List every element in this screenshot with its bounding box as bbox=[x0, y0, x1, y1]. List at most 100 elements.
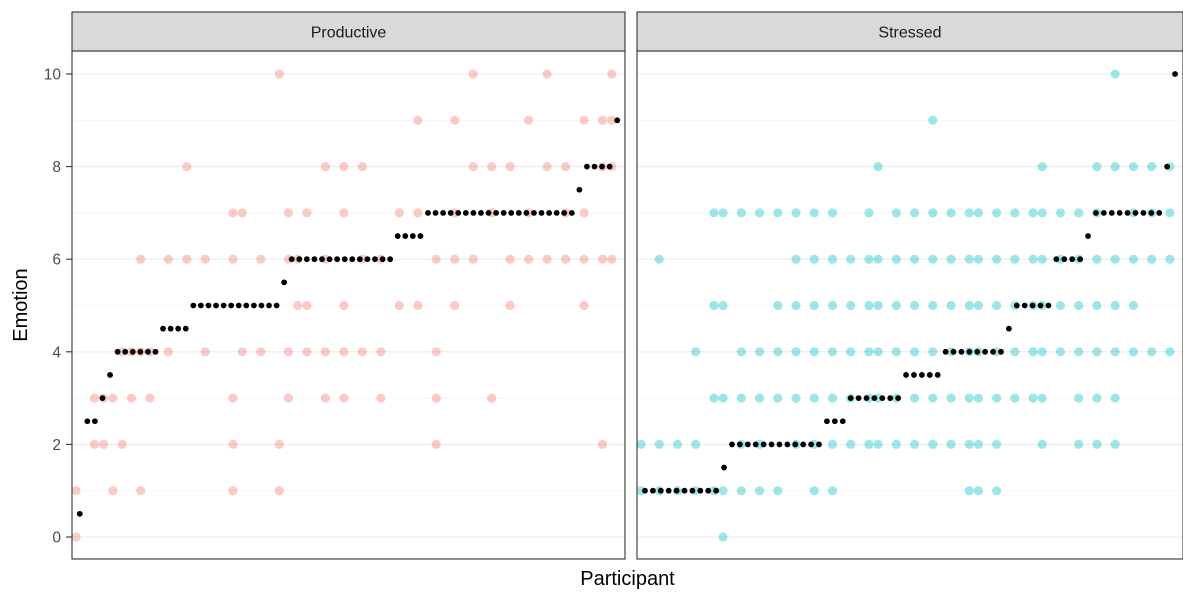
median-point bbox=[1085, 233, 1091, 239]
response-point bbox=[992, 208, 1002, 218]
facet-strip-label: Productive bbox=[311, 25, 387, 42]
response-point bbox=[992, 439, 1002, 449]
median-point bbox=[515, 210, 522, 216]
median-point bbox=[266, 302, 272, 309]
median-point bbox=[713, 487, 720, 494]
response-point bbox=[964, 254, 974, 264]
facet-strip bbox=[636, 11, 1183, 52]
response-point bbox=[946, 439, 956, 449]
response-point bbox=[1010, 254, 1020, 264]
median-point bbox=[824, 418, 830, 425]
response-point bbox=[1128, 162, 1139, 172]
response-point bbox=[256, 254, 266, 264]
median-point bbox=[1093, 210, 1099, 216]
response-point bbox=[256, 347, 266, 357]
response-point bbox=[773, 300, 783, 311]
response-point bbox=[376, 393, 386, 403]
median-point bbox=[92, 418, 98, 425]
response-point bbox=[736, 208, 746, 218]
facet-strip-label: Stressed bbox=[878, 25, 941, 42]
response-point bbox=[524, 115, 534, 125]
median-point bbox=[462, 210, 469, 216]
response-point bbox=[909, 347, 920, 357]
median-point bbox=[847, 395, 854, 401]
median-point bbox=[705, 487, 712, 494]
response-point bbox=[1028, 208, 1038, 218]
y-tick-label: 10 bbox=[44, 67, 62, 84]
response-point bbox=[846, 254, 856, 264]
median-point bbox=[334, 256, 341, 263]
response-point bbox=[228, 254, 238, 264]
response-point bbox=[228, 393, 238, 403]
response-point bbox=[891, 439, 901, 449]
response-point bbox=[274, 486, 284, 496]
response-point bbox=[579, 208, 589, 218]
response-point bbox=[718, 486, 728, 496]
y-tick-label: 6 bbox=[52, 252, 61, 269]
response-point bbox=[579, 254, 589, 264]
response-point bbox=[928, 347, 938, 357]
response-point bbox=[946, 254, 956, 264]
median-point bbox=[402, 233, 409, 239]
response-point bbox=[873, 439, 883, 449]
median-point bbox=[1077, 256, 1084, 263]
response-point bbox=[891, 208, 901, 218]
response-point bbox=[597, 439, 608, 449]
response-point bbox=[1110, 162, 1120, 172]
median-point bbox=[129, 348, 136, 355]
response-point bbox=[560, 254, 571, 264]
response-point bbox=[754, 208, 765, 218]
median-point bbox=[831, 418, 838, 425]
response-point bbox=[542, 69, 552, 79]
median-point bbox=[99, 395, 106, 401]
median-point bbox=[349, 256, 356, 263]
median-point bbox=[744, 441, 751, 448]
response-point bbox=[873, 254, 883, 264]
response-point bbox=[1110, 347, 1120, 357]
response-point bbox=[809, 208, 819, 218]
response-point bbox=[1110, 300, 1120, 311]
median-point bbox=[258, 302, 265, 309]
median-point bbox=[228, 302, 235, 309]
median-point bbox=[364, 256, 371, 263]
median-point bbox=[485, 210, 492, 216]
response-point bbox=[505, 254, 515, 264]
median-point bbox=[729, 441, 735, 448]
median-point bbox=[122, 348, 129, 355]
response-point bbox=[873, 300, 883, 311]
median-point bbox=[182, 325, 189, 332]
response-point bbox=[450, 300, 460, 311]
median-point bbox=[752, 441, 759, 448]
median-point bbox=[447, 210, 454, 216]
response-point bbox=[1037, 347, 1047, 357]
response-point bbox=[1010, 347, 1020, 357]
median-point bbox=[784, 441, 791, 448]
response-point bbox=[928, 115, 938, 125]
median-point bbox=[982, 348, 989, 355]
response-point bbox=[376, 347, 386, 357]
median-point bbox=[1140, 210, 1147, 216]
response-point bbox=[542, 162, 552, 172]
response-point bbox=[450, 254, 460, 264]
response-point bbox=[339, 300, 349, 311]
response-point bbox=[992, 300, 1002, 311]
response-point bbox=[773, 486, 783, 496]
median-point bbox=[1053, 256, 1060, 263]
response-point bbox=[237, 347, 247, 357]
median-point bbox=[137, 348, 144, 355]
median-point bbox=[681, 487, 688, 494]
median-point bbox=[642, 487, 648, 494]
response-point bbox=[320, 347, 331, 357]
median-point bbox=[673, 487, 680, 494]
median-point bbox=[220, 302, 227, 309]
response-point bbox=[524, 254, 534, 264]
response-point bbox=[873, 162, 883, 172]
y-tick-label: 4 bbox=[52, 344, 61, 361]
response-point bbox=[873, 347, 883, 357]
response-point bbox=[1037, 439, 1047, 449]
median-point bbox=[606, 163, 613, 170]
median-point bbox=[903, 372, 909, 378]
response-point bbox=[607, 69, 617, 79]
median-point bbox=[1172, 71, 1178, 77]
response-point bbox=[302, 347, 312, 357]
